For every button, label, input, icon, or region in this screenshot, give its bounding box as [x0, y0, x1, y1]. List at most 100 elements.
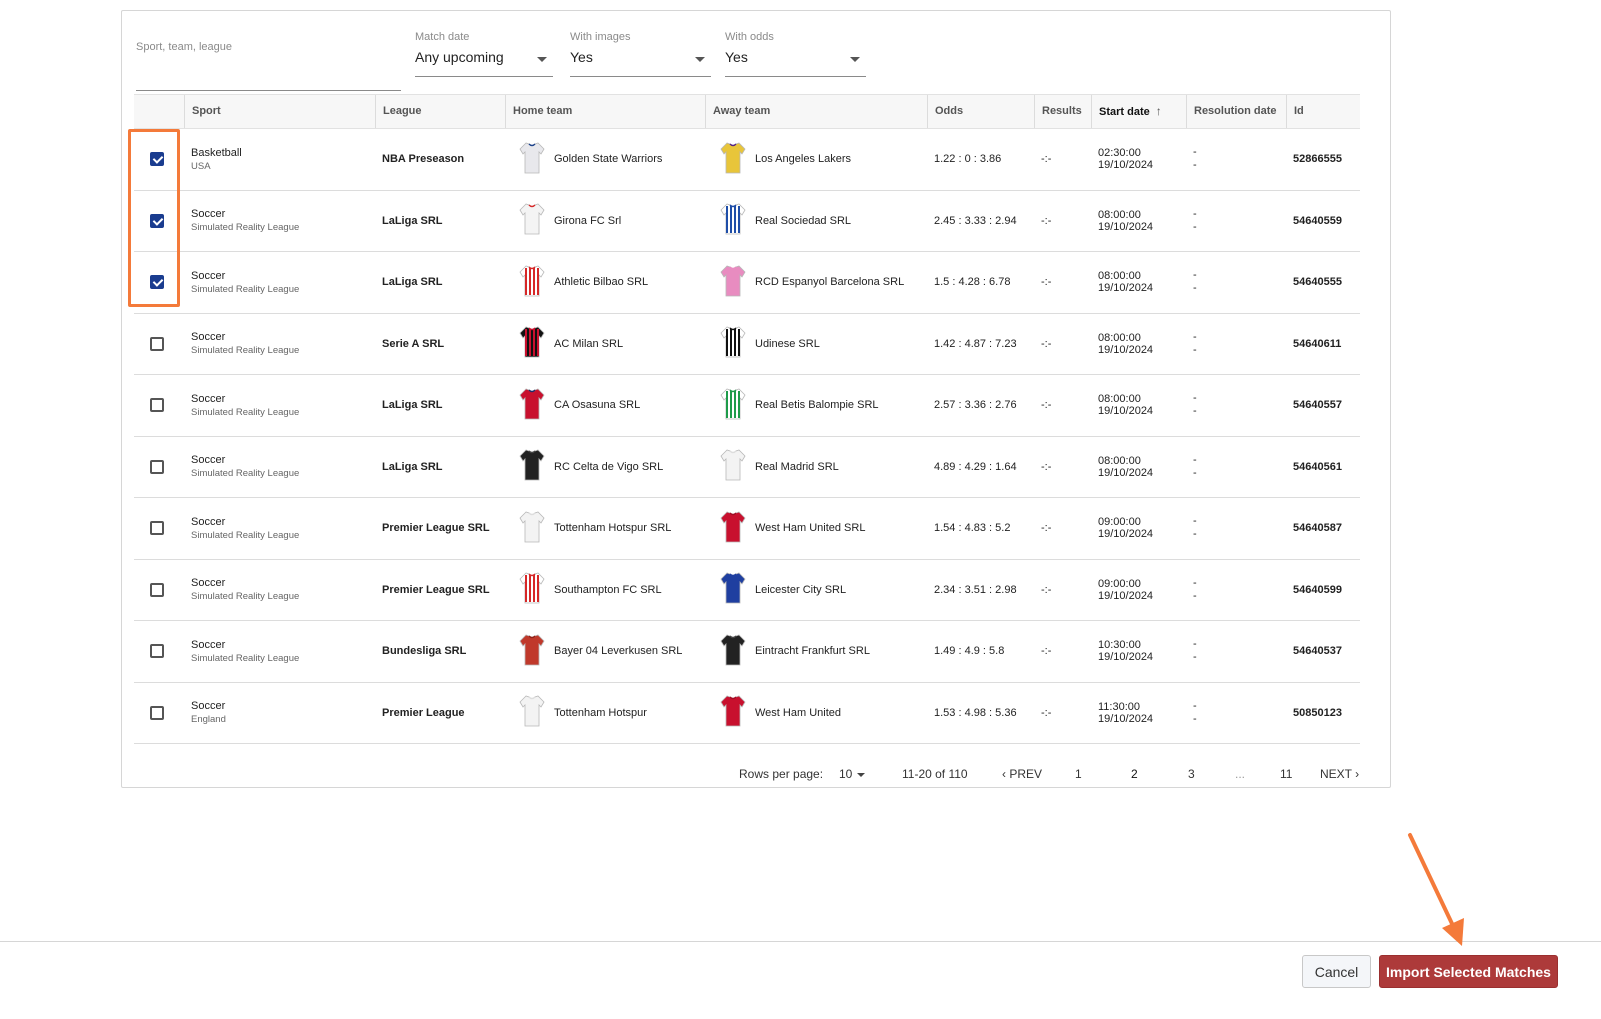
league-cell: LaLiga SRL: [382, 460, 443, 473]
id-cell: 54640537: [1293, 645, 1342, 658]
match-date-select[interactable]: Match date Any upcoming: [415, 31, 553, 77]
table-row[interactable]: Soccer Simulated Reality League LaLiga S…: [134, 375, 1360, 437]
away-jersey-icon: [719, 264, 755, 301]
table-row[interactable]: Soccer Simulated Reality League Premier …: [134, 498, 1360, 560]
start-date-cell: 08:00:00 19/10/2024: [1098, 437, 1186, 498]
with-images-label: With images: [570, 31, 631, 43]
sort-ascending-icon: ↑: [1155, 104, 1162, 118]
start-date: 19/10/2024: [1098, 220, 1154, 233]
resolution-line-1: -: [1193, 515, 1197, 528]
league-cell: Serie A SRL: [382, 337, 445, 350]
home-team-name: Athletic Bilbao SRL: [554, 276, 649, 289]
row-checkbox[interactable]: [150, 336, 164, 351]
id-cell: 54640587: [1293, 522, 1342, 535]
rows-per-page-value: 10: [839, 767, 853, 781]
row-checkbox[interactable]: [150, 398, 164, 412]
with-images-select[interactable]: With images Yes: [570, 31, 711, 77]
cancel-button[interactable]: Cancel: [1302, 955, 1371, 988]
annotation-arrow-icon: [1408, 833, 1464, 946]
home-jersey-icon: [518, 202, 554, 239]
page-button-2-current[interactable]: 2: [1131, 767, 1138, 781]
column-header-start-date[interactable]: Start date ↑: [1091, 95, 1186, 128]
away-jersey-icon: [719, 387, 755, 424]
sport-region: Simulated Reality League: [191, 468, 300, 480]
chevron-down-icon: [857, 772, 866, 777]
column-header-id[interactable]: Id: [1286, 95, 1360, 128]
start-date-cell: 09:00:00 19/10/2024: [1098, 560, 1186, 621]
id-cell: 52866555: [1293, 153, 1342, 166]
home-team-cell: RC Celta de Vigo SRL: [518, 437, 705, 498]
home-team-cell: CA Osasuna SRL: [518, 375, 705, 436]
start-time: 08:00:00: [1098, 208, 1141, 221]
sport-region: Simulated Reality League: [191, 222, 300, 234]
results-cell: -:-: [1041, 337, 1052, 350]
row-checkbox[interactable]: [150, 582, 164, 597]
row-checkbox[interactable]: [150, 275, 164, 289]
away-team-name: Udinese SRL: [755, 337, 820, 350]
prev-label: PREV: [1009, 767, 1043, 781]
column-header-home-team[interactable]: Home team: [505, 95, 705, 128]
row-checkbox[interactable]: [150, 213, 164, 228]
table-row[interactable]: Basketball USA NBA Preseason Golden Stat…: [134, 129, 1360, 191]
rows-per-page-label: Rows per page:: [739, 767, 824, 781]
away-team-name: Leicester City SRL: [755, 583, 847, 596]
column-header-resolution-date[interactable]: Resolution date: [1186, 95, 1286, 128]
sport-cell: Soccer Simulated Reality League: [191, 498, 376, 559]
table-row[interactable]: Soccer Simulated Reality League Serie A …: [134, 314, 1360, 375]
home-team-cell: Southampton FC SRL: [518, 560, 705, 621]
table-row[interactable]: Soccer England Premier League Tottenham …: [134, 683, 1360, 744]
prev-page-button[interactable]: ‹ PREV: [1002, 767, 1042, 781]
resolution-date-cell: - -: [1193, 437, 1286, 498]
page-button-11[interactable]: 11: [1280, 767, 1293, 781]
id-cell: 54640557: [1293, 399, 1342, 412]
row-checkbox[interactable]: [150, 459, 164, 474]
away-team-cell: Real Sociedad SRL: [719, 191, 927, 252]
home-jersey-icon: [518, 387, 554, 424]
table-row[interactable]: Soccer Simulated Reality League Premier …: [134, 560, 1360, 621]
next-label: NEXT: [1320, 767, 1352, 781]
resolution-date-cell: - -: [1193, 683, 1286, 744]
column-header-odds[interactable]: Odds: [927, 95, 1034, 128]
row-checkbox[interactable]: [150, 152, 164, 166]
sport-name: Soccer: [191, 208, 226, 221]
table-row[interactable]: Soccer Simulated Reality League LaLiga S…: [134, 437, 1360, 498]
column-header-away-team[interactable]: Away team: [705, 95, 927, 128]
odds-cell: 1.5 : 4.28 : 6.78: [934, 276, 1011, 289]
row-checkbox[interactable]: [150, 705, 164, 720]
column-header-sport[interactable]: Sport: [184, 95, 375, 128]
column-header-results[interactable]: Results: [1034, 95, 1091, 128]
next-page-button[interactable]: NEXT ›: [1320, 767, 1359, 781]
sport-region: Simulated Reality League: [191, 529, 300, 541]
row-checkbox[interactable]: [150, 521, 164, 535]
with-odds-select[interactable]: With odds Yes: [725, 31, 866, 77]
resolution-line-1: -: [1193, 330, 1197, 343]
away-team-cell: Los Angeles Lakers: [719, 129, 927, 190]
page-button-3[interactable]: 3: [1188, 767, 1195, 781]
table-row[interactable]: Soccer Simulated Reality League LaLiga S…: [134, 191, 1360, 252]
start-date: 19/10/2024: [1098, 282, 1154, 295]
sport-cell: Soccer Simulated Reality League: [191, 437, 376, 498]
start-date: 19/10/2024: [1098, 651, 1154, 664]
home-team-cell: Bayer 04 Leverkusen SRL: [518, 621, 705, 682]
row-checkbox[interactable]: [150, 644, 164, 658]
sport-cell: Soccer Simulated Reality League: [191, 252, 376, 313]
page-button-1[interactable]: 1: [1075, 767, 1082, 781]
resolution-line-2: -: [1193, 651, 1197, 664]
start-time: 08:00:00: [1098, 393, 1141, 406]
start-date-cell: 09:00:00 19/10/2024: [1098, 498, 1186, 559]
import-selected-matches-button[interactable]: Import Selected Matches: [1379, 955, 1558, 988]
rows-per-page-select[interactable]: 10: [839, 767, 866, 781]
table-row[interactable]: Soccer Simulated Reality League Bundesli…: [134, 621, 1360, 683]
away-team-name: Real Madrid SRL: [755, 460, 839, 473]
home-jersey-icon: [518, 325, 554, 362]
start-date-cell: 08:00:00 19/10/2024: [1098, 375, 1186, 436]
search-filter[interactable]: Sport, team, league: [136, 31, 401, 91]
column-header-league[interactable]: League: [375, 95, 505, 128]
with-images-value: Yes: [570, 49, 593, 65]
league-cell: Premier League: [382, 706, 465, 719]
home-team-cell: AC Milan SRL: [518, 314, 705, 375]
start-time: 10:30:00: [1098, 639, 1141, 652]
chevron-down-icon: [537, 57, 547, 62]
table-row[interactable]: Soccer Simulated Reality League LaLiga S…: [134, 252, 1360, 314]
match-date-value: Any upcoming: [415, 49, 504, 65]
